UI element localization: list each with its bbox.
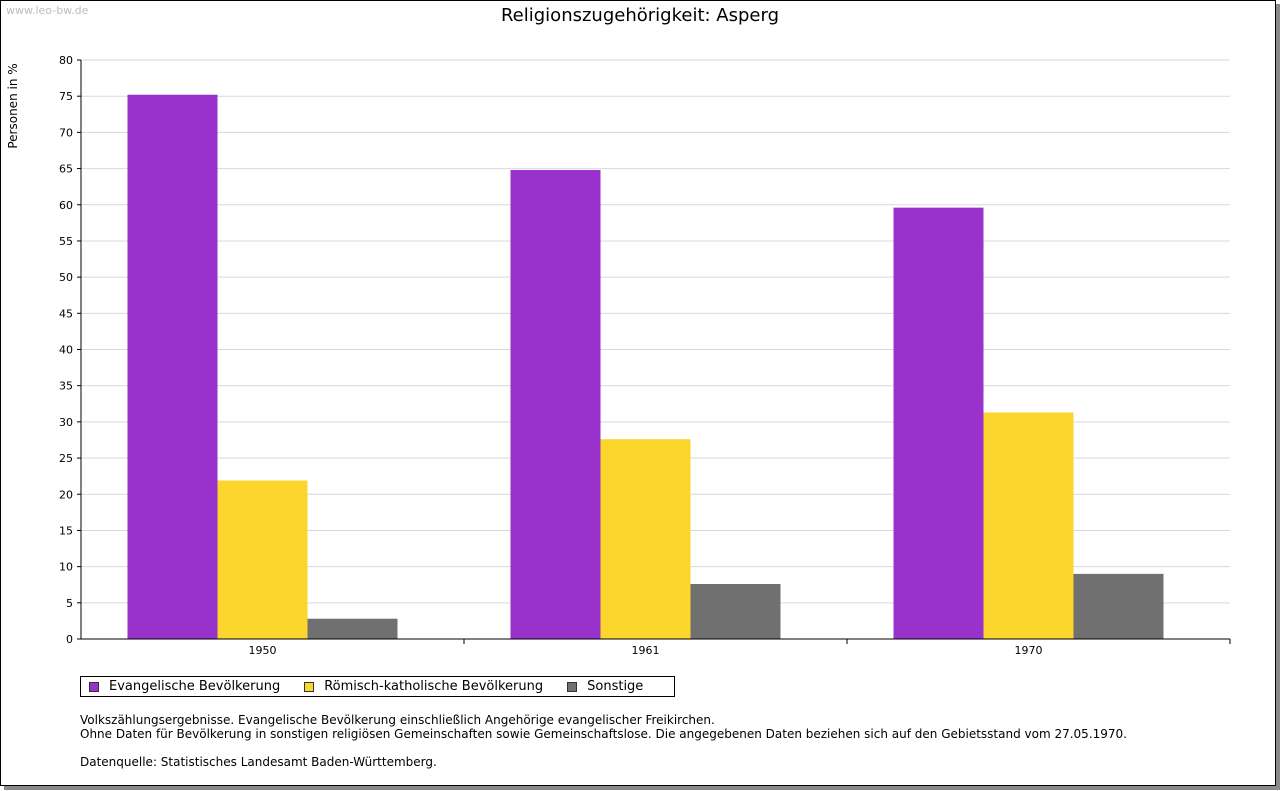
y-tick-label-65: 65 bbox=[59, 163, 73, 176]
x-tick-label-1950: 1950 bbox=[249, 644, 277, 657]
x-tick-labels: 1950 1961 1970 bbox=[249, 644, 1043, 657]
bar-1950-2 bbox=[307, 618, 398, 639]
note-line-2: Ohne Daten für Bevölkerung in sonstigen … bbox=[80, 727, 1127, 741]
legend-label-2: Sonstige bbox=[587, 679, 644, 694]
legend-label-0: Evangelische Bevölkerung bbox=[109, 679, 281, 694]
axes bbox=[77, 59, 1231, 644]
y-axis-label: Personen in % bbox=[6, 63, 20, 148]
y-tick-label-45: 45 bbox=[59, 307, 73, 320]
y-tick-label-40: 40 bbox=[59, 344, 73, 357]
watermark: www.leo-bw.de bbox=[6, 4, 89, 17]
legend-swatch-0 bbox=[89, 681, 99, 692]
y-tick-label-5: 5 bbox=[66, 597, 73, 610]
y-tick-label-75: 75 bbox=[59, 90, 73, 103]
bar-1970-2 bbox=[1073, 573, 1164, 639]
bar-1961-2 bbox=[690, 583, 781, 639]
legend-swatch-1 bbox=[304, 681, 315, 692]
bar-1970-1 bbox=[983, 412, 1074, 639]
y-tick-labels: 0 5 10 15 20 25 30 35 40 45 50 55 60 65 70 75 80 bbox=[59, 54, 73, 646]
bar-1970-0 bbox=[893, 207, 984, 639]
y-tick-label-60: 60 bbox=[59, 199, 73, 212]
y-tick-label-55: 55 bbox=[59, 235, 73, 248]
legend-label-1: Römisch-katholische Bevölkerung bbox=[324, 679, 544, 694]
x-tick-label-1970: 1970 bbox=[1015, 644, 1043, 657]
y-tick-label-30: 30 bbox=[59, 416, 73, 429]
legend-entry-1: Römisch-katholische Bevölkerung bbox=[304, 679, 543, 694]
y-tick-label-0: 0 bbox=[66, 633, 73, 646]
legend-entry-0: Evangelische Bevölkerung bbox=[89, 679, 280, 694]
bar-1961-1 bbox=[600, 439, 691, 639]
y-tick-label-20: 20 bbox=[59, 488, 73, 501]
bar-1950-0 bbox=[127, 94, 218, 640]
note-line-1: Volkszählungsergebnisse. Evangelische Be… bbox=[80, 713, 715, 727]
notes: Volkszählungsergebnisse. Evangelische Be… bbox=[80, 713, 1127, 769]
bar-1950-1 bbox=[217, 480, 308, 639]
legend-entry-2: Sonstige bbox=[567, 679, 643, 694]
gridlines bbox=[81, 59, 1230, 604]
y-tick-label-35: 35 bbox=[59, 380, 73, 393]
chart-title: Religionszugehörigkeit: Asperg bbox=[501, 5, 779, 26]
legend: Evangelische Bevölkerung Römisch-katholis… bbox=[80, 676, 675, 697]
data-source: Datenquelle: Statistisches Landesamt Bad… bbox=[80, 755, 437, 769]
x-tick-label-1961: 1961 bbox=[632, 644, 660, 657]
bar-1961-0 bbox=[510, 170, 601, 639]
y-tick-label-50: 50 bbox=[59, 271, 73, 284]
y-tick-label-25: 25 bbox=[59, 452, 73, 465]
y-tick-label-10: 10 bbox=[59, 561, 73, 574]
y-tick-label-15: 15 bbox=[59, 524, 73, 537]
y-tick-label-80: 80 bbox=[59, 54, 73, 67]
y-tick-label-70: 70 bbox=[59, 126, 73, 139]
bars bbox=[127, 94, 1164, 640]
legend-swatch-2 bbox=[567, 681, 578, 692]
